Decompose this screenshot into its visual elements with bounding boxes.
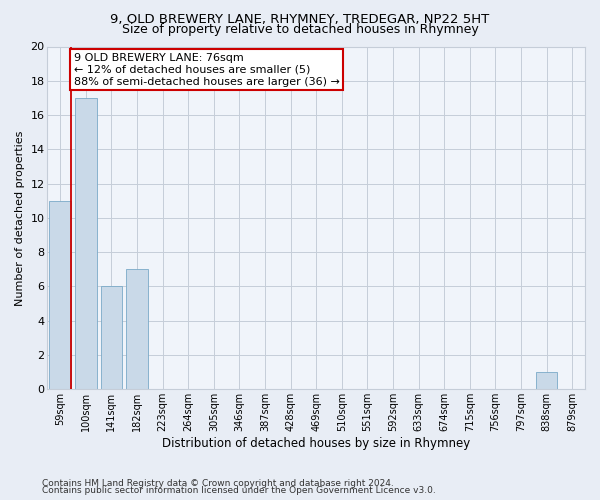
Text: Contains HM Land Registry data © Crown copyright and database right 2024.: Contains HM Land Registry data © Crown c… (42, 478, 394, 488)
Y-axis label: Number of detached properties: Number of detached properties (15, 130, 25, 306)
Bar (75, 98, 97, 390)
Text: Size of property relative to detached houses in Rhymney: Size of property relative to detached ho… (122, 23, 478, 36)
Bar (49, 201, 71, 390)
Text: 9 OLD BREWERY LANE: 76sqm
← 12% of detached houses are smaller (5)
88% of semi-d: 9 OLD BREWERY LANE: 76sqm ← 12% of detac… (74, 54, 340, 86)
X-axis label: Distribution of detached houses by size in Rhymney: Distribution of detached houses by size … (162, 437, 470, 450)
Text: Contains public sector information licensed under the Open Government Licence v3: Contains public sector information licen… (42, 486, 436, 495)
Text: 9, OLD BREWERY LANE, RHYMNEY, TREDEGAR, NP22 5HT: 9, OLD BREWERY LANE, RHYMNEY, TREDEGAR, … (110, 12, 490, 26)
Bar (126, 270, 148, 390)
Bar (101, 286, 122, 390)
Bar (536, 372, 557, 390)
